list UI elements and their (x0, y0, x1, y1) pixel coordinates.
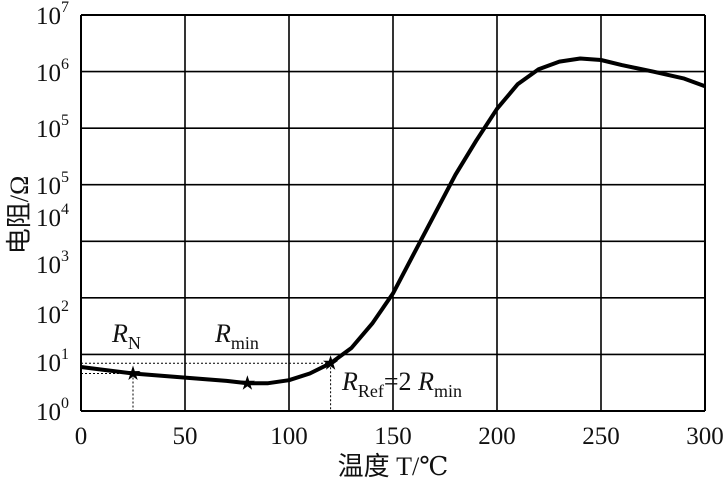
y-tick-label: 105 (36, 112, 69, 143)
x-tick-label: 200 (478, 423, 516, 450)
x-axis-title: 温度 T/℃ (338, 452, 449, 481)
annotation-rn: RN (111, 319, 141, 353)
y-tick-label: 106 (36, 56, 69, 87)
guide-lines (81, 362, 332, 411)
y-tick-label: 102 (36, 298, 69, 329)
annotation-rmin: Rmin (214, 319, 259, 353)
star-marker-r-min (239, 375, 255, 390)
x-tick-label: 100 (270, 423, 308, 450)
series-line-resistance (80, 56, 706, 386)
x-tick-label: 0 (75, 423, 88, 450)
star-marker-r-n (125, 365, 141, 380)
y-tick-label: 105 (36, 169, 69, 200)
x-tick-label: 250 (582, 423, 620, 450)
annotation-rref: RRef=2 Rmin (341, 367, 462, 401)
y-tick-label: 100 (36, 395, 69, 426)
y-tick-label: 101 (36, 346, 69, 377)
x-tick-label: 150 (374, 423, 412, 450)
x-tick-labels: 0 50 100 150 200 250 300 (75, 423, 724, 450)
y-axis-title: 电阻/Ω (5, 176, 34, 255)
y-tick-label: 103 (36, 248, 69, 279)
y-tick-label: 104 (36, 201, 69, 232)
markers (125, 355, 339, 390)
x-tick-label: 300 (686, 423, 724, 450)
y-tick-label: 107 (36, 0, 69, 30)
grid (80, 14, 706, 412)
star-marker-r-ref (323, 355, 339, 370)
x-tick-label: 50 (173, 423, 198, 450)
